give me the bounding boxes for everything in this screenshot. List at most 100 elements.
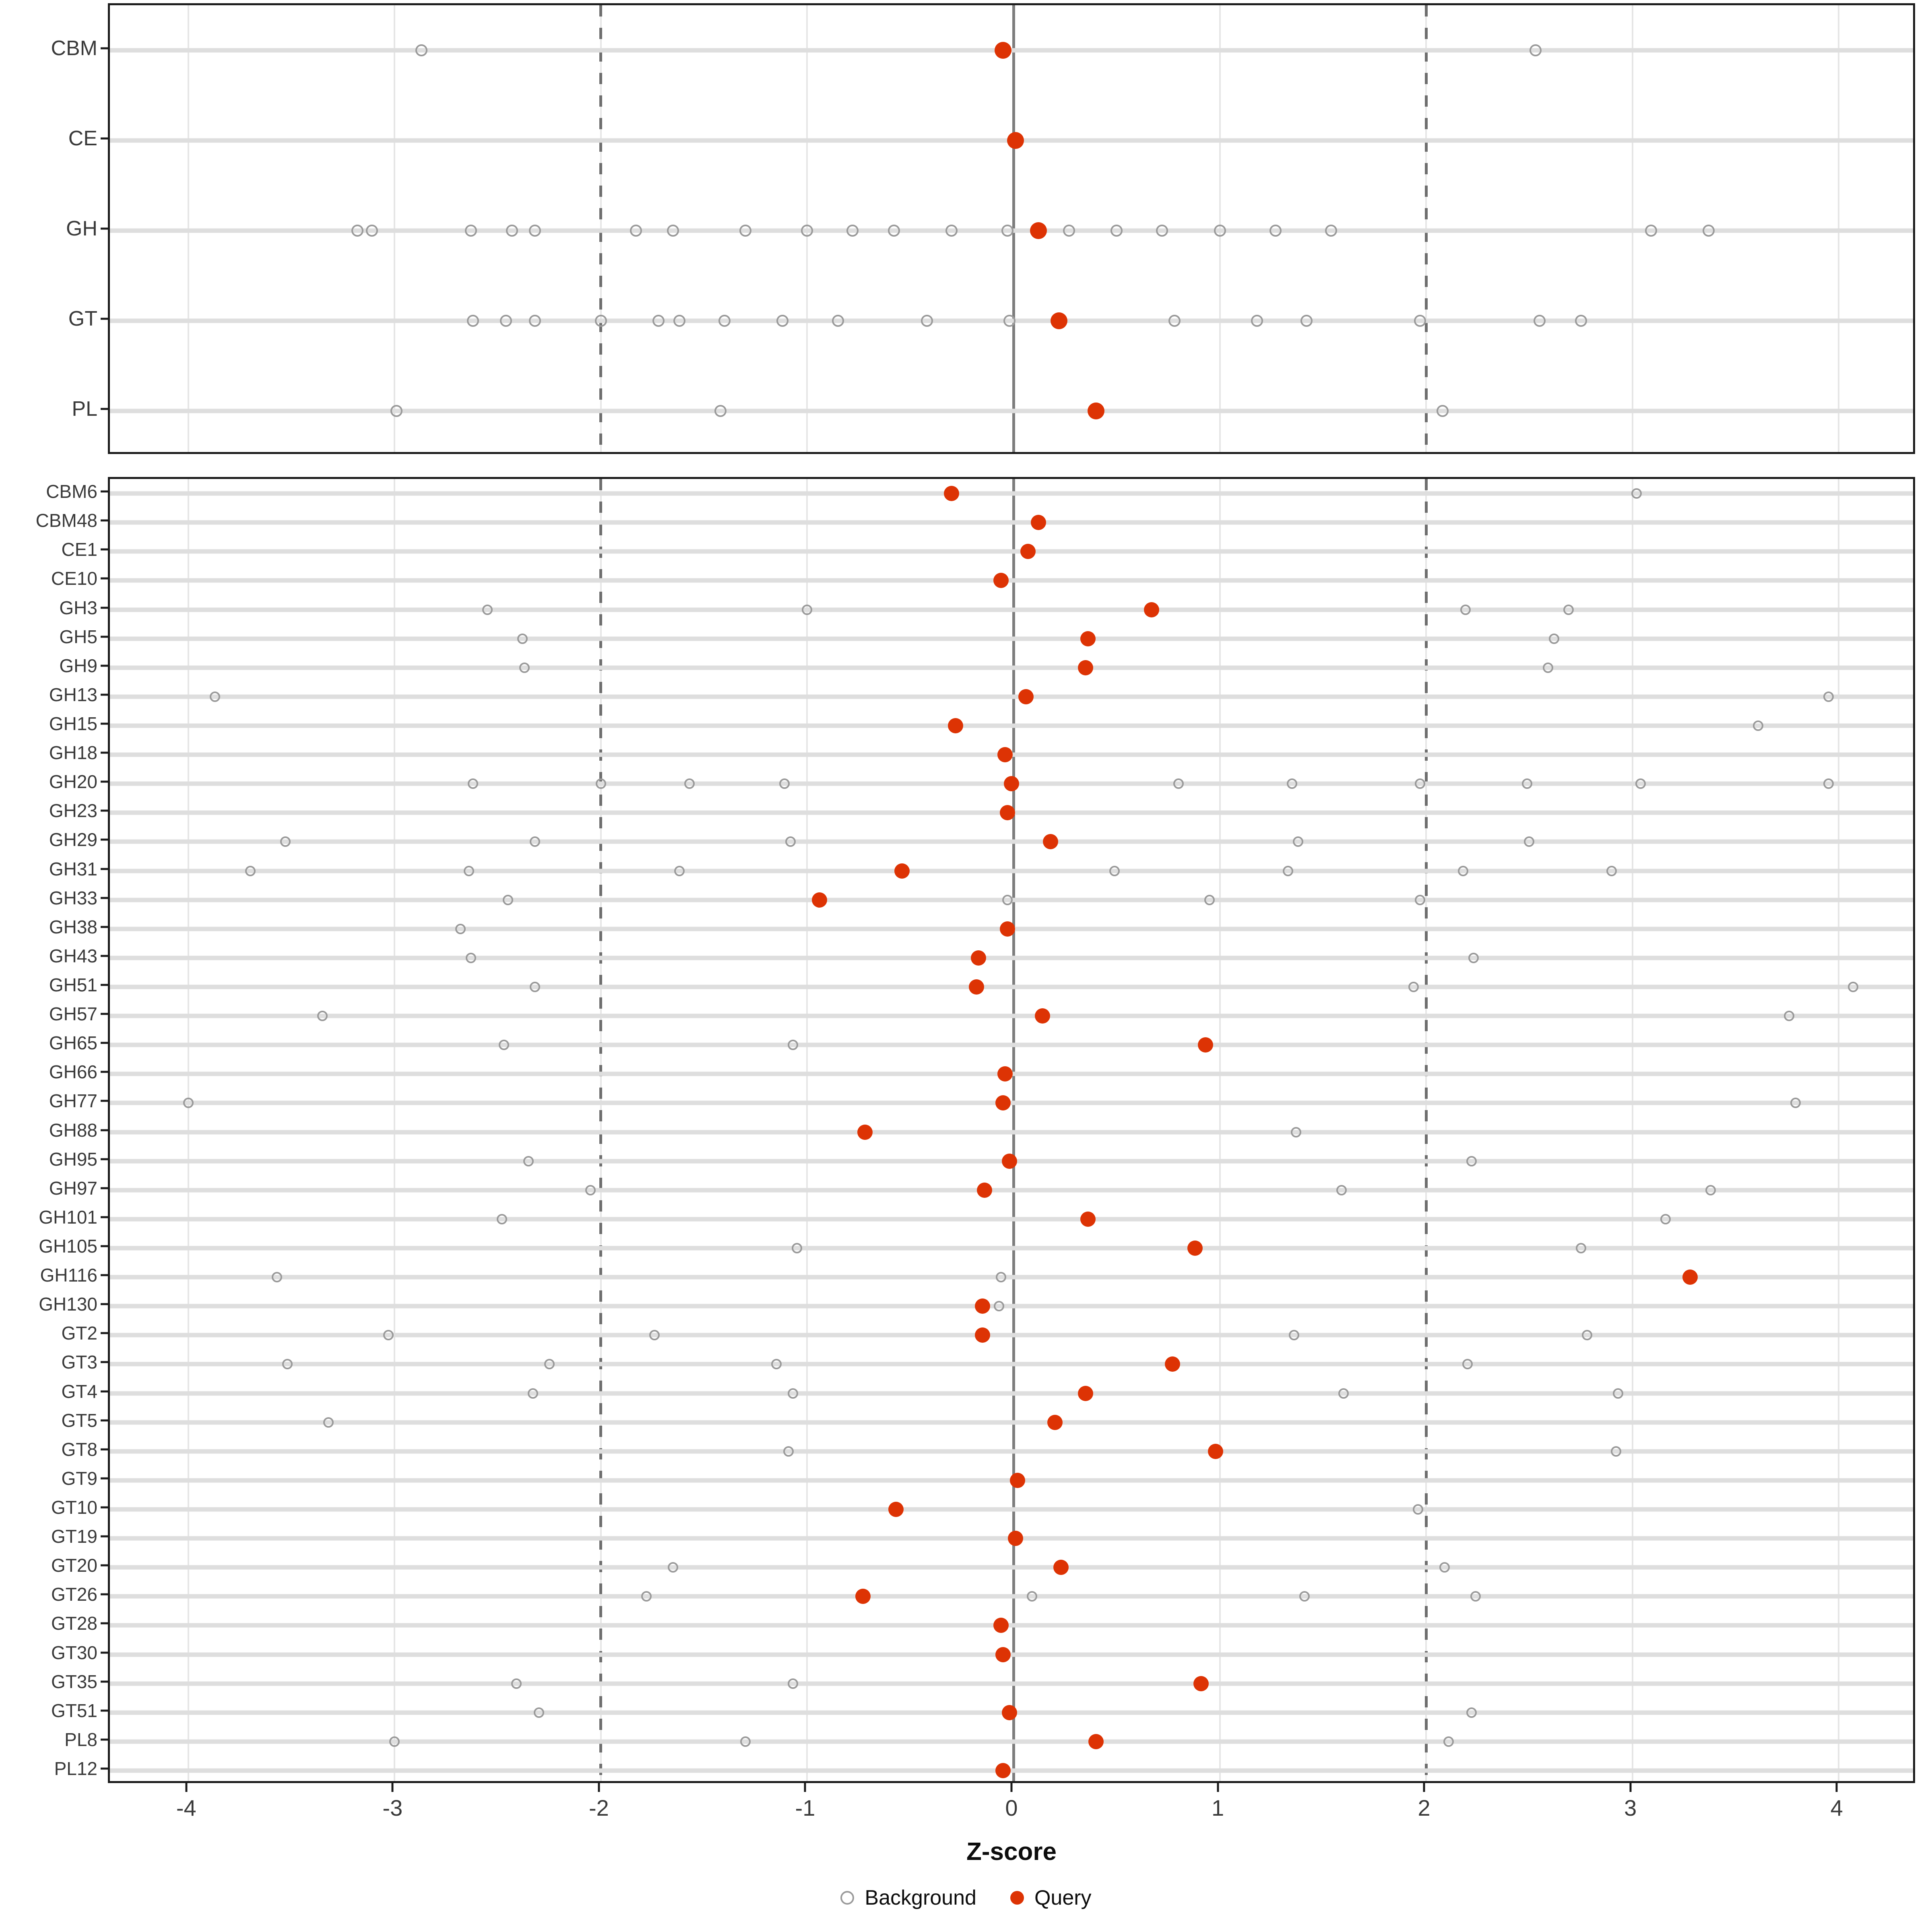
query-point	[968, 979, 984, 995]
background-point	[1282, 865, 1293, 876]
y-axis-tick-GH31	[101, 868, 108, 870]
y-axis-label-CBM6: CBM6	[46, 481, 97, 502]
background-point	[523, 1156, 534, 1166]
background-point	[1173, 778, 1184, 789]
background-point	[1610, 1446, 1621, 1457]
background-point	[739, 225, 751, 237]
background-point	[280, 836, 291, 847]
y-axis-label-GH23: GH23	[49, 800, 97, 822]
row-gridline	[110, 1594, 1913, 1599]
y-axis-label-GT2: GT2	[61, 1323, 97, 1344]
y-axis-label-PL8: PL8	[64, 1729, 97, 1750]
background-point	[1563, 604, 1574, 615]
y-axis-label-GH43: GH43	[49, 945, 97, 966]
background-point	[1705, 1185, 1716, 1195]
background-point	[527, 1388, 538, 1399]
y-axis-tick-GT4	[101, 1390, 108, 1392]
background-point	[482, 604, 493, 615]
y-axis-tick-PL8	[101, 1738, 108, 1741]
x-axis-tick-neg1	[804, 1783, 806, 1792]
y-axis-label-CE1: CE1	[61, 539, 97, 560]
query-point	[1003, 776, 1019, 792]
y-axis-tick-GH5	[101, 636, 108, 638]
x-axis-ticklabel-0: 0	[1005, 1795, 1018, 1821]
row-gridline	[110, 869, 1913, 873]
query-point	[1001, 1705, 1017, 1720]
background-point	[467, 315, 479, 327]
query-point	[888, 1501, 904, 1517]
query-point	[1030, 222, 1047, 239]
y-axis-label-GH15: GH15	[49, 713, 97, 734]
background-point	[585, 1185, 596, 1195]
y-axis-tick-GH116	[101, 1274, 108, 1276]
background-point	[684, 778, 695, 789]
background-point	[771, 1359, 782, 1370]
query-point	[1050, 312, 1067, 329]
legend-item-background[interactable]: Background	[840, 1887, 976, 1908]
background-circle-icon	[840, 1891, 855, 1905]
x-axis-tick-2	[1423, 1783, 1425, 1792]
y-axis-tick-GT9	[101, 1477, 108, 1480]
y-axis-label-GH38: GH38	[49, 916, 97, 937]
background-point	[1790, 1098, 1801, 1108]
background-point	[1612, 1388, 1623, 1399]
background-point	[282, 1359, 293, 1370]
query-point	[1007, 132, 1024, 149]
y-axis-tick-GH97	[101, 1187, 108, 1189]
y-axis-tick-PL12	[101, 1767, 108, 1770]
query-point	[1080, 1211, 1096, 1227]
background-point	[1443, 1736, 1454, 1747]
y-axis-tick-CE1	[101, 548, 108, 551]
y-axis-tick-GT51	[101, 1709, 108, 1712]
query-point	[1078, 660, 1094, 675]
row-gridline	[110, 636, 1913, 641]
y-axis-label-GH: GH	[66, 217, 97, 240]
background-point	[503, 894, 514, 905]
background-point	[832, 315, 844, 327]
query-point	[1187, 1240, 1203, 1256]
background-point	[1003, 315, 1016, 327]
background-point	[1548, 633, 1559, 644]
row-gridline	[110, 1768, 1913, 1773]
query-point	[812, 892, 828, 908]
y-axis-label-GH31: GH31	[49, 858, 97, 879]
bottom-panel-family-subclasses	[108, 477, 1915, 1783]
query-point	[855, 1589, 871, 1604]
top-panel-family-classes	[108, 3, 1915, 454]
query-point	[1047, 1414, 1063, 1430]
background-point	[801, 225, 813, 237]
background-point	[787, 1678, 798, 1689]
y-axis-tick-GH105	[101, 1245, 108, 1247]
background-point	[383, 1330, 394, 1341]
query-point	[1193, 1676, 1209, 1691]
x-axis-ticklabel-neg3: -3	[382, 1795, 403, 1821]
legend-item-query[interactable]: Query	[1010, 1887, 1092, 1908]
background-point	[517, 633, 528, 644]
background-point	[802, 604, 813, 615]
background-point	[673, 315, 685, 327]
background-point	[1286, 778, 1297, 789]
background-point	[498, 1040, 509, 1051]
legend: Background Query	[0, 1884, 1932, 1912]
y-axis-label-GT3: GT3	[61, 1352, 97, 1373]
query-point	[1043, 834, 1059, 850]
row-gridline	[110, 1275, 1913, 1280]
y-axis-label-GT10: GT10	[51, 1496, 97, 1518]
background-point	[1168, 315, 1181, 327]
background-point	[1468, 952, 1479, 963]
background-point	[519, 662, 530, 673]
row-gridline	[110, 1449, 1913, 1454]
query-circle-icon	[1010, 1891, 1024, 1905]
background-point	[888, 225, 900, 237]
y-axis-label-GH95: GH95	[49, 1148, 97, 1170]
y-axis-tick-GT35	[101, 1680, 108, 1683]
x-axis-tick-3	[1629, 1783, 1632, 1792]
row-gridline	[110, 665, 1913, 670]
query-point	[995, 1647, 1011, 1662]
y-axis-tick-GH65	[101, 1042, 108, 1044]
query-point	[1078, 1385, 1094, 1401]
y-axis-tick-GH95	[101, 1158, 108, 1160]
query-point	[1001, 1153, 1017, 1169]
query-point	[995, 42, 1012, 59]
background-point	[390, 405, 403, 417]
